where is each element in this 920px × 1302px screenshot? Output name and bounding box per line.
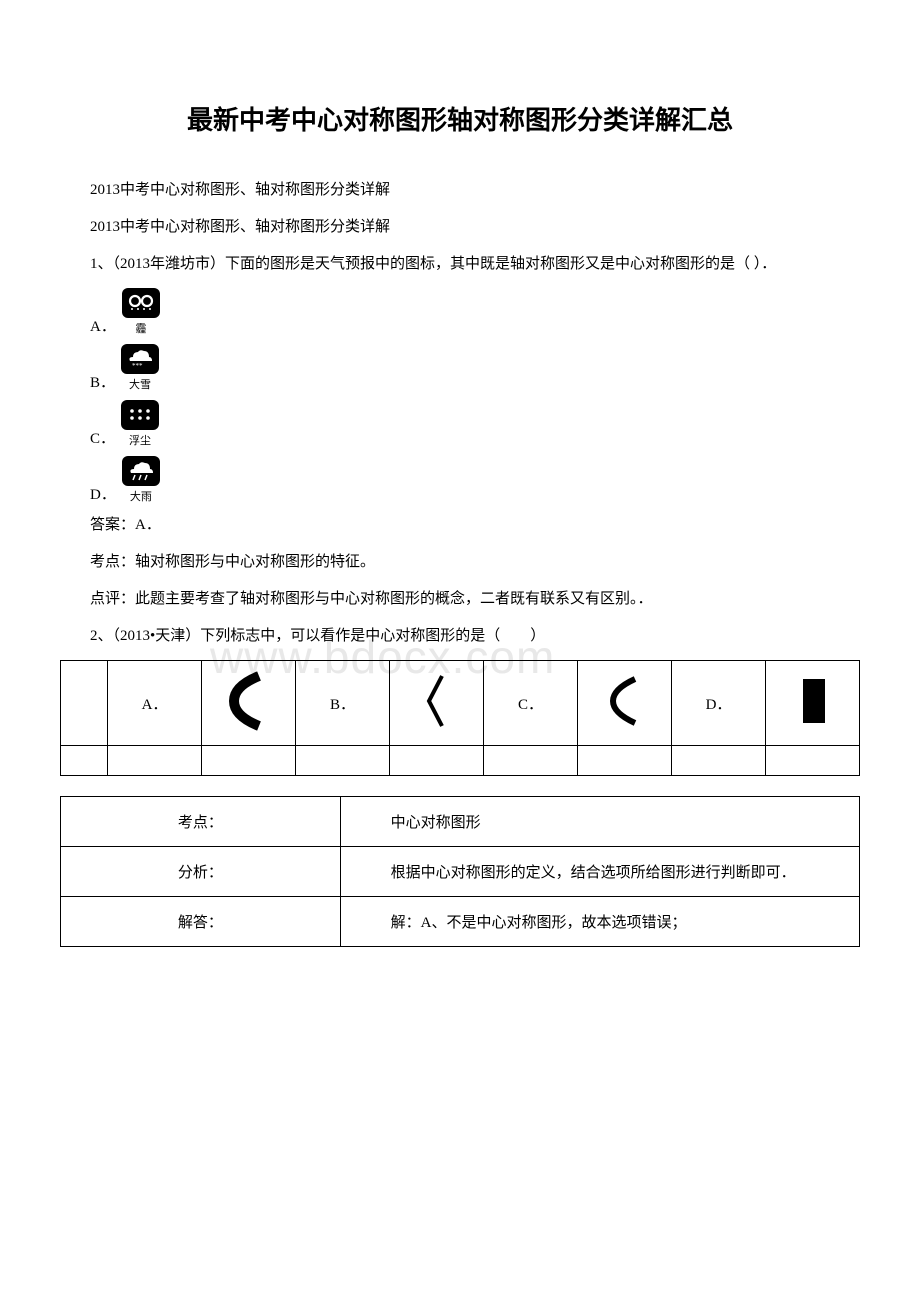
intro-line-1: 2013中考中心对称图形、轴对称图形分类详解 (60, 177, 860, 204)
q2-cell-empty (296, 746, 390, 776)
q2-cell-empty (202, 746, 296, 776)
q2-cell-a-label: A． (108, 661, 202, 746)
question-2-text: 2、（2013•天津）下列标志中，可以看作是中心对称图形的是（ ） (60, 623, 860, 650)
table-row: 考点： 中心对称图形 (61, 797, 860, 847)
q2-cell-d-label: D． (672, 661, 766, 746)
logo-c-icon (605, 671, 645, 731)
logo-b-icon (417, 671, 457, 731)
q2-cell-a-logo (202, 661, 296, 746)
q1-option-c: C． 浮尘 (90, 400, 860, 448)
analysis-label-kaodian: 考点： (61, 797, 341, 847)
q2-cell-empty (484, 746, 578, 776)
q1-icon-c-box: 浮尘 (121, 400, 159, 448)
q1-option-c-label: C． (90, 427, 115, 448)
q2-cell-empty (578, 746, 672, 776)
q2-cell-empty-1 (61, 661, 108, 746)
q1-icon-d-box: 大雨 (122, 456, 160, 504)
q1-icon-d-caption: 大雨 (130, 488, 152, 504)
logo-a-icon (229, 671, 269, 731)
q2-cell-empty (61, 746, 108, 776)
q1-option-b: B． *** 大雪 (90, 344, 860, 392)
q1-icon-a-caption: 霾 (135, 320, 146, 336)
q2-cell-d-logo (766, 661, 860, 746)
q1-icon-c-caption: 浮尘 (129, 432, 151, 448)
intro-line-2: 2013中考中心对称图形、轴对称图形分类详解 (60, 214, 860, 241)
analysis-content-fenxi: 根据中心对称图形的定义，结合选项所给图形进行判断即可． (340, 847, 859, 897)
q2-cell-empty (766, 746, 860, 776)
table-row (61, 746, 860, 776)
q1-kaodian: 考点：轴对称图形与中心对称图形的特征。 (60, 549, 860, 576)
analysis-label-jieda: 解答： (61, 897, 341, 947)
q2-cell-b-label: B． (296, 661, 390, 746)
q1-icon-a-box: 霾 (122, 288, 160, 336)
q1-option-a-label: A． (90, 315, 116, 336)
dust-icon (121, 400, 159, 430)
logo-d-icon (793, 671, 833, 731)
analysis-table: 考点： 中心对称图形 分析： 根据中心对称图形的定义，结合选项所给图形进行判断即… (60, 796, 860, 947)
analysis-content-kaodian: 中心对称图形 (340, 797, 859, 847)
q1-icon-b-box: *** 大雪 (121, 344, 159, 392)
table-row: A． B． C． D． (61, 661, 860, 746)
analysis-label-fenxi: 分析： (61, 847, 341, 897)
q1-option-d-label: D． (90, 483, 116, 504)
q2-cell-b-logo (390, 661, 484, 746)
q2-cell-c-label: C． (484, 661, 578, 746)
q1-option-d: D． 大雨 (90, 456, 860, 504)
q1-answer: 答案：A． (60, 512, 860, 539)
table-row: 分析： 根据中心对称图形的定义，结合选项所给图形进行判断即可． (61, 847, 860, 897)
q1-dianping: 点评：此题主要考查了轴对称图形与中心对称图形的概念，二者既有联系又有区别。． (60, 586, 860, 613)
haze-icon (122, 288, 160, 318)
q2-cell-empty (108, 746, 202, 776)
q1-icon-b-caption: 大雪 (129, 376, 151, 392)
svg-text:***: *** (132, 362, 143, 369)
table-row: 解答： 解：A、不是中心对称图形，故本选项错误； (61, 897, 860, 947)
heavy-rain-icon (122, 456, 160, 486)
q2-cell-empty (390, 746, 484, 776)
analysis-content-jieda: 解：A、不是中心对称图形，故本选项错误； (340, 897, 859, 947)
q1-option-b-label: B． (90, 371, 115, 392)
question-1-text: 1、（2013年潍坊市）下面的图形是天气预报中的图标，其中既是轴对称图形又是中心… (60, 251, 860, 278)
q2-cell-c-logo (578, 661, 672, 746)
document-title: 最新中考中心对称图形轴对称图形分类详解汇总 (60, 100, 860, 137)
q2-options-table: A． B． C． D． (60, 660, 860, 776)
q1-option-a: A． 霾 (90, 288, 860, 336)
q2-cell-empty (672, 746, 766, 776)
document-content: 最新中考中心对称图形轴对称图形分类详解汇总 2013中考中心对称图形、轴对称图形… (60, 100, 860, 947)
heavy-snow-icon: *** (121, 344, 159, 374)
